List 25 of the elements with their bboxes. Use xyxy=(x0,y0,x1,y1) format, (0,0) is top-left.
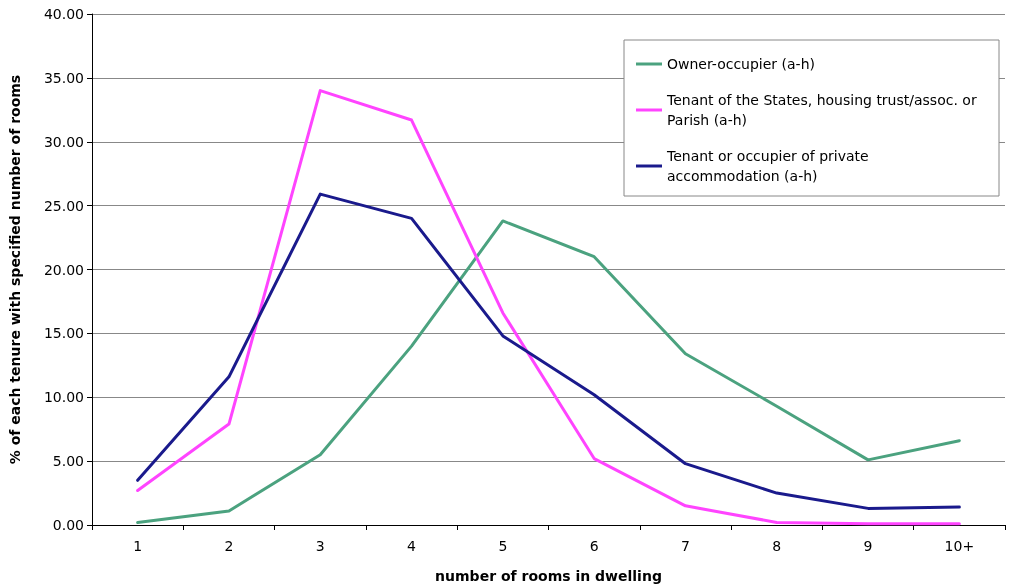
y-tick-label: 35.00 xyxy=(43,69,84,86)
legend-label: Tenant or occupier of private accommodation (a-h) xyxy=(666,148,874,184)
y-tick-label: 5.00 xyxy=(52,453,84,470)
legend-label: Tenant of the States, housing trust/assoc. or Parish (a-h) xyxy=(666,92,982,128)
legend-label: Owner-occupier (a-h) xyxy=(667,56,815,72)
y-tick-label: 30.00 xyxy=(43,133,84,150)
x-tick-label: 6 xyxy=(589,538,599,554)
x-tick-label: 7 xyxy=(680,538,690,554)
x-tick-label: 5 xyxy=(498,538,508,554)
x-axis-title: number of rooms in dwelling xyxy=(435,568,662,584)
x-tick-label: 4 xyxy=(407,538,417,554)
line-series xyxy=(136,89,961,526)
y-axis-title: % of each tenure with specified number of rooms xyxy=(7,74,23,465)
x-tick-label: 2 xyxy=(224,538,234,554)
x-tick-label: 3 xyxy=(315,538,325,554)
x-tick-label: 8 xyxy=(772,538,782,554)
y-tick-label: 0.00 xyxy=(52,517,84,533)
x-tick-label: 1 xyxy=(133,538,143,554)
x-tick-label: 10+ xyxy=(944,538,975,554)
y-tick-label: 40.00 xyxy=(43,6,84,22)
y-tick-label: 10.00 xyxy=(43,389,84,406)
y-tick-label: 25.00 xyxy=(43,197,84,214)
x-tick-label: 9 xyxy=(863,538,873,554)
y-tick-label: 15.00 xyxy=(43,325,84,342)
y-tick-label: 20.00 xyxy=(43,261,84,278)
